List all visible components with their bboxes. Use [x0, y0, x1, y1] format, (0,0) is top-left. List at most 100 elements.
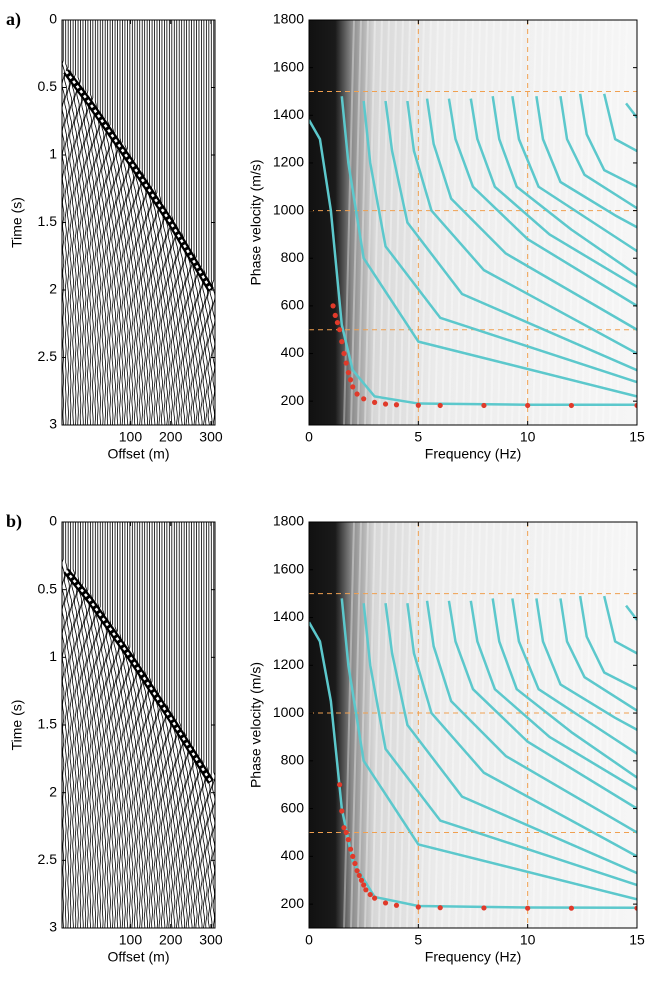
image-streak [511, 20, 523, 425]
image-streak [371, 20, 383, 425]
image-streak [455, 522, 467, 928]
picked-point [437, 402, 443, 409]
trace [135, 20, 139, 425]
image-streak [434, 522, 446, 928]
trace [103, 522, 107, 928]
y-tick-label: 2 [49, 783, 57, 799]
x-axis-label: Frequency (Hz) [425, 446, 521, 462]
y-axis-label: Phase velocity (m/s) [248, 159, 264, 285]
picked-point [568, 402, 575, 409]
mode-curve [578, 595, 637, 691]
trace [88, 20, 93, 425]
image-streak [511, 522, 523, 928]
image-streak [427, 20, 439, 425]
trace [103, 20, 107, 425]
y-tick-label: 3 [49, 416, 57, 432]
y-tick-label: 200 [281, 895, 305, 911]
image-streak [350, 20, 362, 425]
y-tick-label: 1000 [273, 201, 304, 217]
trace [150, 20, 154, 425]
image-streak [371, 522, 383, 928]
x-tick-label: 200 [159, 932, 183, 948]
y-tick-label: 400 [281, 847, 305, 863]
image-streak [539, 522, 551, 928]
picked-point [437, 905, 443, 911]
trace [145, 20, 149, 425]
trace [93, 522, 98, 928]
picked-point [339, 339, 345, 345]
y-axis-label: Time (s) [9, 700, 25, 751]
image-streak [378, 20, 390, 425]
image-streak [392, 20, 404, 425]
panel-label: b) [6, 511, 22, 532]
picked-point [367, 891, 373, 898]
x-tick-label: 0 [305, 932, 313, 948]
picked-point [334, 319, 341, 326]
trace [108, 20, 112, 425]
picked-point [363, 887, 369, 893]
trace [115, 522, 120, 928]
image-streak [378, 522, 390, 928]
y-tick-label: 600 [281, 799, 305, 815]
trace [128, 522, 132, 928]
mode-curve [469, 98, 637, 288]
y-tick-label: 600 [281, 297, 305, 313]
image-streak [448, 20, 460, 425]
image-streak [490, 20, 502, 425]
trace [157, 522, 162, 928]
picked-point [341, 350, 347, 357]
trace [93, 20, 98, 425]
y-tick-label: 1800 [273, 513, 304, 529]
image-streak [553, 522, 565, 928]
mode-curve [491, 96, 637, 276]
trace [66, 20, 70, 425]
picked-point [393, 902, 400, 908]
trace [147, 20, 152, 425]
x-axis-label: Frequency (Hz) [425, 949, 521, 965]
trace [197, 20, 201, 425]
mode-curve [559, 96, 637, 210]
picked-point [350, 384, 356, 390]
image-streak [462, 20, 474, 425]
image-streak [357, 522, 369, 928]
image-streak [532, 522, 544, 928]
trace [71, 20, 75, 425]
mode-curve [362, 603, 637, 887]
trace [165, 522, 169, 928]
image-streak [399, 20, 411, 425]
trace [125, 20, 129, 425]
x-tick-label: 300 [199, 429, 223, 445]
trace [130, 522, 134, 928]
picked-point [352, 860, 358, 867]
mode-curve [602, 93, 637, 153]
image-streak [546, 522, 558, 928]
trace [180, 522, 184, 928]
y-tick-label: 200 [281, 392, 305, 408]
trace [157, 20, 162, 425]
x-tick-label: 10 [520, 932, 536, 948]
picked-point [339, 808, 345, 814]
trace [98, 20, 102, 425]
y-tick-label: 0 [49, 513, 57, 529]
image-streak [490, 522, 502, 928]
trace [143, 522, 147, 928]
panel-dispersion: 0 5 10 15 200 400 600 800 1000 1200 1400 1600 1800 Fr… [248, 11, 645, 462]
image-streak [434, 20, 446, 425]
panel-label: a) [6, 9, 21, 30]
dispersion-image [309, 20, 637, 425]
picked-point [415, 402, 421, 408]
picked-point [393, 402, 400, 408]
image-streak [420, 20, 432, 425]
image-streak [581, 20, 593, 425]
trace [190, 20, 194, 425]
trace [160, 20, 164, 425]
image-streak [532, 20, 544, 425]
trace [175, 20, 179, 425]
trace [83, 20, 88, 425]
mode-curve [425, 98, 637, 331]
trace [69, 522, 73, 928]
trace [204, 20, 208, 425]
mode-curve [447, 600, 637, 810]
picked-point [343, 360, 349, 366]
